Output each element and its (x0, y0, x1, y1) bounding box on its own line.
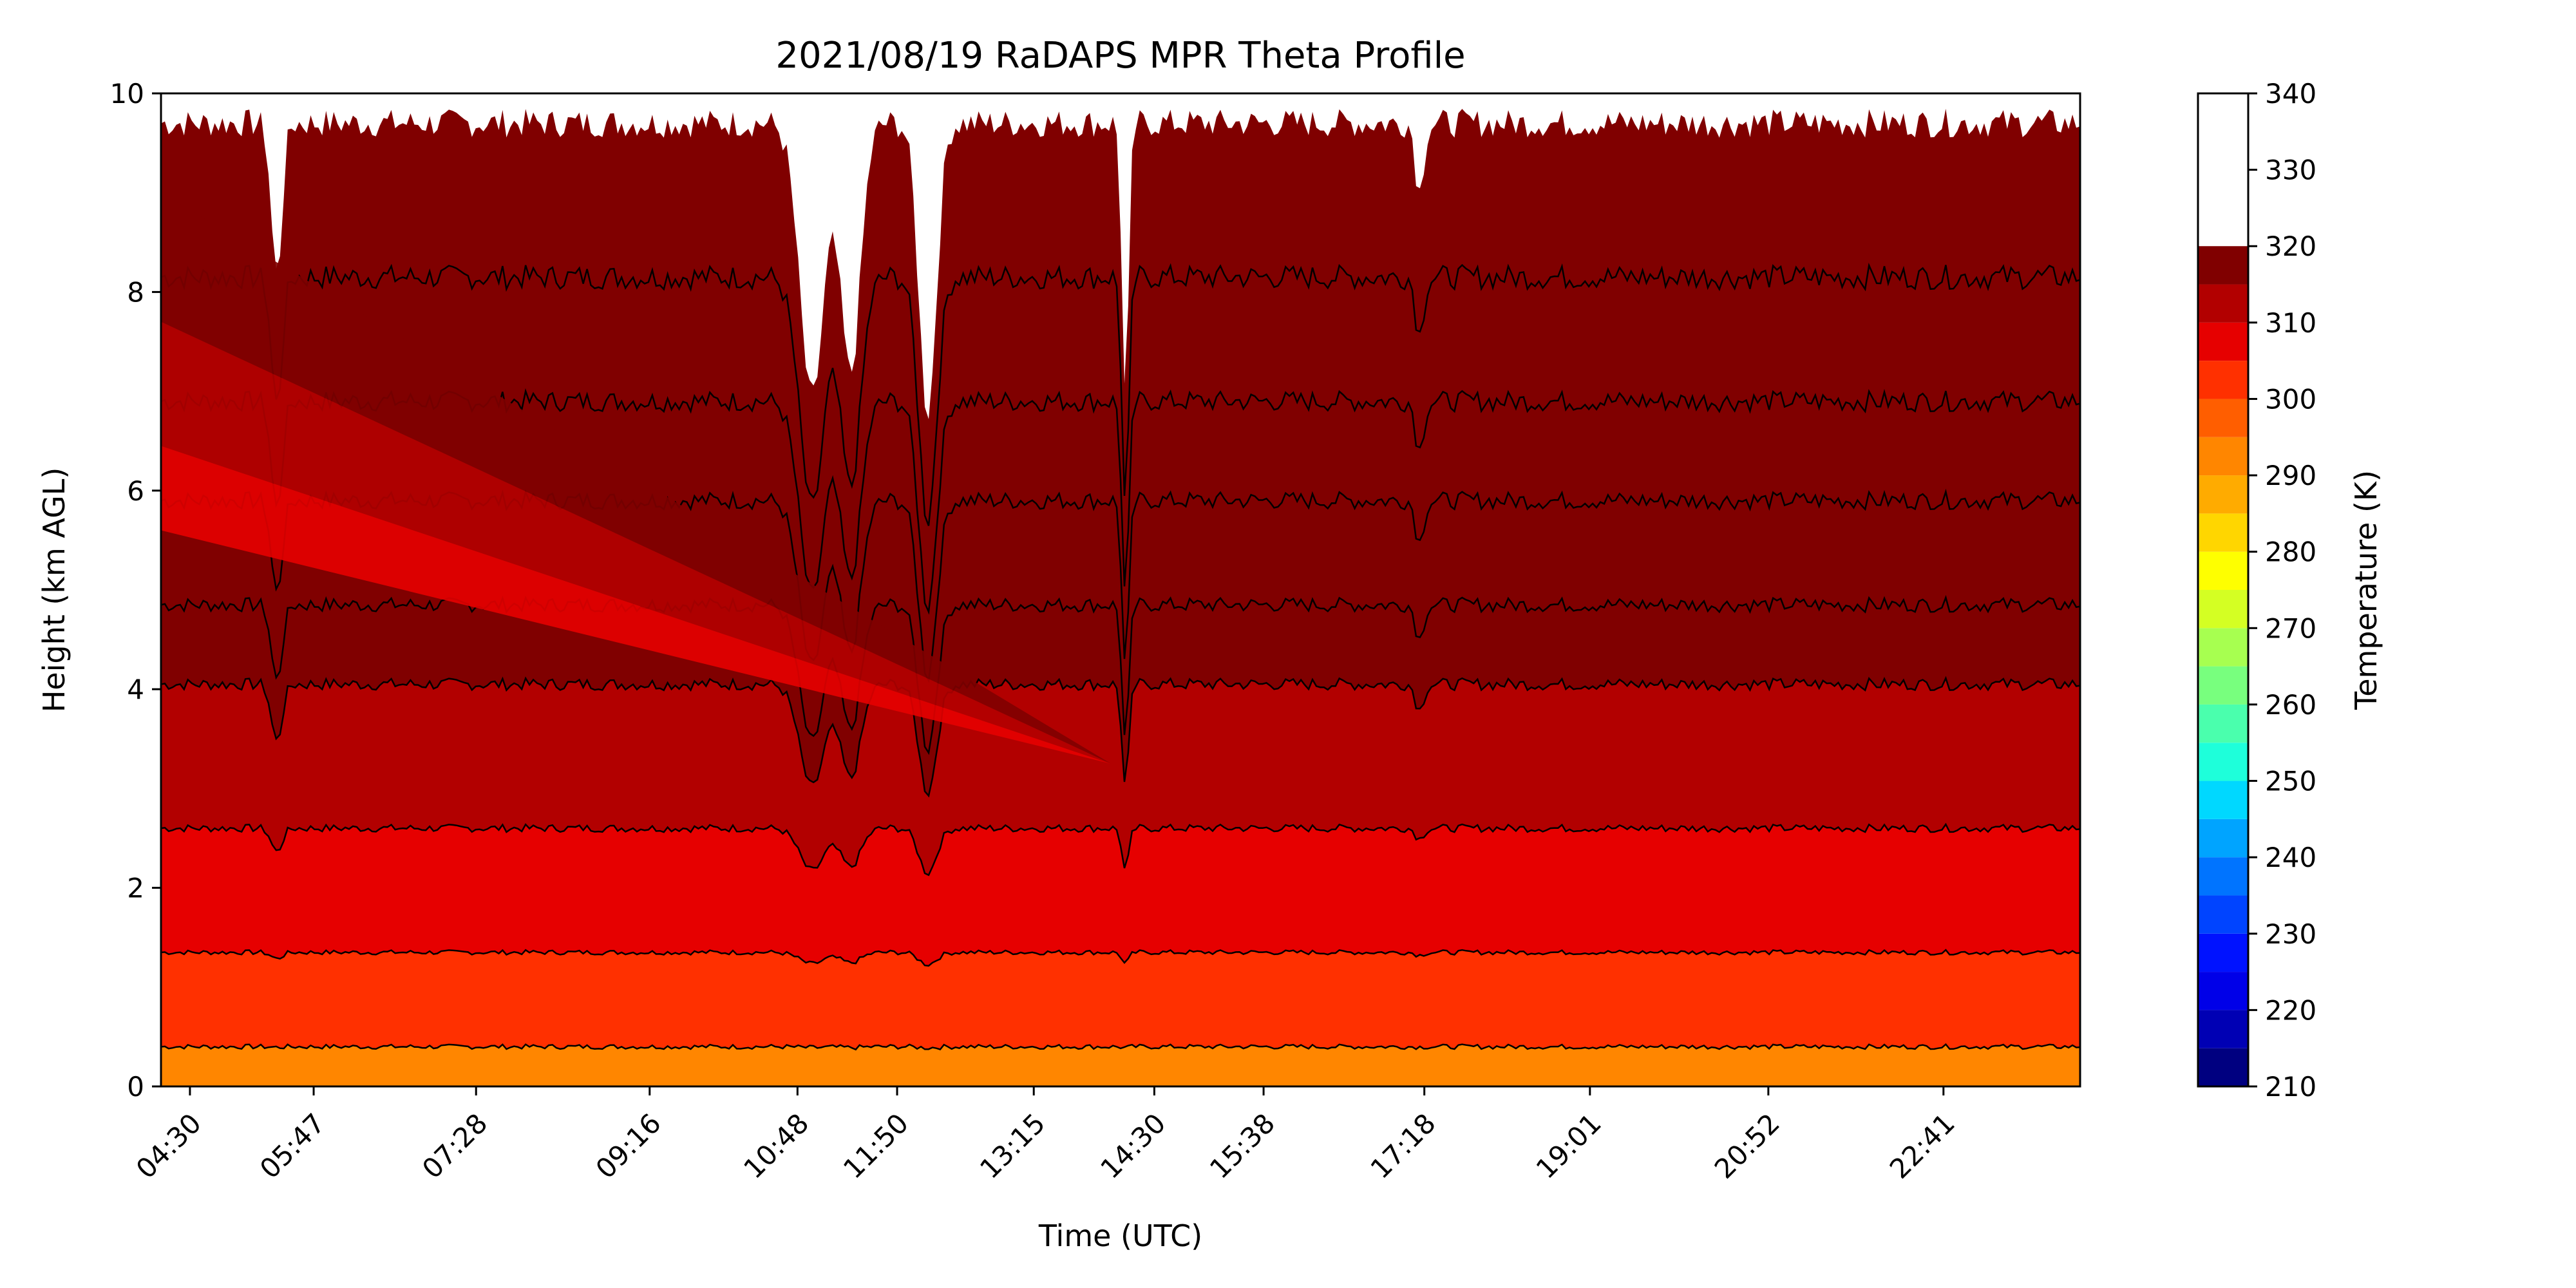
x-tick-label: 22:41 (1884, 1107, 1961, 1184)
colorbar-tick-label: 300 (2265, 383, 2316, 415)
colorbar-swatch (2198, 399, 2248, 437)
colorbar-swatch (2198, 1010, 2248, 1048)
x-tick-label: 20:52 (1709, 1107, 1786, 1184)
contour-line (161, 949, 2080, 967)
colorbar-swatch (2198, 895, 2248, 934)
colorbar-swatch (2198, 1048, 2248, 1086)
colorbar-swatch (2198, 743, 2248, 781)
x-tick-label: 13:15 (974, 1107, 1051, 1184)
colorbar-swatch (2198, 437, 2248, 476)
plot-frame (160, 92, 2081, 1088)
x-tick-label: 14:30 (1094, 1107, 1171, 1184)
x-tick-label: 09:16 (590, 1107, 667, 1184)
colorbar-swatch (2198, 628, 2248, 667)
colorbar-tick-label: 220 (2265, 994, 2316, 1026)
colorbar-swatch (2198, 857, 2248, 896)
artifact-wedge (161, 193, 1112, 764)
x-tick-label: 05:47 (254, 1107, 331, 1184)
x-tick-label: 07:28 (416, 1107, 493, 1184)
x-axis: 04:30 05:47 07:28 09:16 10:48 11:50 13:15 14:30… (130, 1086, 1961, 1185)
y-axis-label: Height (km AGL) (37, 468, 71, 713)
colorbar-tick-label: 250 (2265, 766, 2316, 797)
colorbar-ticks: 210 220 230 240 250 260 270 280 290 300 310 320 330 3… (2248, 78, 2316, 1103)
y-tick-label: 4 (127, 674, 144, 705)
colorbar-swatch (2198, 704, 2248, 743)
x-tick-label: 19:01 (1530, 1107, 1607, 1184)
colorbar-tick-label: 230 (2265, 918, 2316, 950)
colorbar-swatch (2198, 361, 2248, 399)
colorbar-swatch (2198, 551, 2248, 590)
artifact-wedge (161, 446, 1112, 764)
colorbar-swatch (2198, 781, 2248, 819)
colorbar-tick-label: 260 (2265, 689, 2316, 721)
plot-area (161, 108, 2080, 1086)
colorbar-tick-label: 310 (2265, 307, 2316, 339)
colorbar-swatch (2198, 590, 2248, 629)
colorbar-tick-label: 240 (2265, 842, 2316, 873)
colorbar-swatch (2198, 322, 2248, 361)
x-tick-label: 04:30 (130, 1107, 207, 1184)
colorbar-swatch (2198, 666, 2248, 705)
colorbar-bands (2198, 246, 2248, 1086)
contour-line (161, 262, 2080, 526)
x-axis-label: Time (UTC) (1038, 1218, 1202, 1253)
y-axis: 0 2 4 6 8 10 (110, 78, 161, 1103)
colorbar-label: Temperature (K) (2349, 470, 2383, 710)
contour-line (161, 822, 2080, 876)
artifact-wedges (161, 193, 1112, 764)
x-tick-label: 10:48 (737, 1107, 815, 1184)
y-tick-label: 10 (110, 78, 144, 109)
colorbar-swatch (2198, 284, 2248, 323)
colorbar-swatch (2198, 513, 2248, 552)
contour-line (161, 1043, 2080, 1051)
contour-band (161, 1044, 2080, 1086)
colorbar-tick-label: 320 (2265, 231, 2316, 262)
y-tick-label: 2 (127, 873, 144, 904)
colorbar-tick-label: 290 (2265, 460, 2316, 491)
colorbar: 210 220 230 240 250 260 270 280 290 300 310 320 330 3… (2197, 78, 2383, 1103)
y-tick-label: 8 (127, 276, 144, 308)
colorbar-swatch (2198, 246, 2248, 285)
artifact-wedge (161, 321, 1112, 764)
y-tick-label: 6 (127, 475, 144, 507)
colorbar-swatch (2198, 475, 2248, 514)
colorbar-tick-label: 330 (2265, 155, 2316, 186)
x-tick-label: 17:18 (1365, 1107, 1442, 1184)
colorbar-tick-label: 210 (2265, 1071, 2316, 1103)
colorbar-frame (2197, 92, 2249, 1088)
colorbar-tick-label: 280 (2265, 536, 2316, 568)
colorbar-swatch (2198, 819, 2248, 858)
colorbar-tick-label: 340 (2265, 78, 2316, 109)
colorbar-swatch (2198, 933, 2248, 972)
contour-line (161, 676, 2080, 798)
x-tick-label: 15:38 (1204, 1107, 1281, 1184)
chart-title: 2021/08/19 RaDAPS MPR Theta Profile (775, 35, 1465, 77)
y-tick-label: 0 (127, 1071, 144, 1103)
x-tick-label: 11:50 (837, 1107, 914, 1184)
colorbar-tick-label: 270 (2265, 612, 2316, 644)
colorbar-swatch (2198, 972, 2248, 1010)
